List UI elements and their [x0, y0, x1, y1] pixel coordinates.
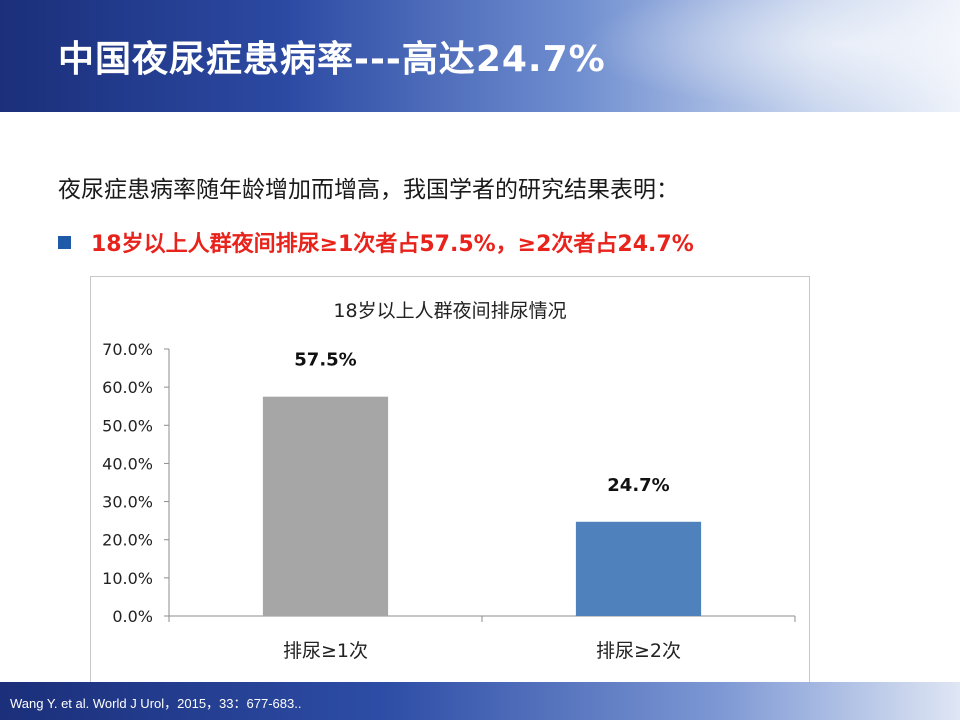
chart-title: 18岁以上人群夜间排尿情况 — [333, 300, 566, 322]
y-tick-label: 70.0% — [102, 340, 153, 359]
y-tick-label: 20.0% — [102, 531, 153, 550]
y-tick-label: 60.0% — [102, 378, 153, 397]
intro-text: 夜尿症患病率随年龄增加而增高，我国学者的研究结果表明： — [58, 177, 679, 203]
bar-chart: 18岁以上人群夜间排尿情况 0.0% 10.0% 20.0% 30.0% 40.0% 50.… — [90, 276, 810, 686]
bar — [262, 396, 389, 616]
citation: Wang Y. et al. World J Urol，2015，33：677-… — [10, 696, 302, 711]
slide-title: 中国夜尿症患病率---高达24.7% — [58, 39, 606, 80]
bullet-square-icon — [58, 235, 71, 249]
y-tick-label: 50.0% — [102, 416, 153, 435]
y-tick-label: 40.0% — [102, 454, 153, 473]
banner-glow — [580, 0, 960, 112]
data-label: 57.5% — [294, 350, 356, 371]
bullet-text: 18岁以上人群夜间排尿≥1次者占57.5%，≥2次者占24.7% — [91, 232, 694, 257]
x-tick-label: 排尿≥1次 — [283, 640, 368, 662]
footer-bar: Wang Y. et al. World J Urol，2015，33：677-… — [0, 682, 960, 720]
x-tick-label: 排尿≥2次 — [596, 640, 681, 662]
bullet-item: 18岁以上人群夜间排尿≥1次者占57.5%，≥2次者占24.7% — [58, 226, 694, 258]
bar — [575, 521, 702, 616]
data-label: 24.7% — [607, 475, 669, 496]
title-banner: 中国夜尿症患病率---高达24.7% — [0, 0, 960, 112]
y-tick-label: 10.0% — [102, 569, 153, 588]
y-tick-label: 30.0% — [102, 493, 153, 512]
y-tick-label: 0.0% — [112, 607, 153, 626]
chart-svg: 18岁以上人群夜间排尿情况 0.0% 10.0% 20.0% 30.0% 40.0% 50.… — [102, 300, 796, 662]
